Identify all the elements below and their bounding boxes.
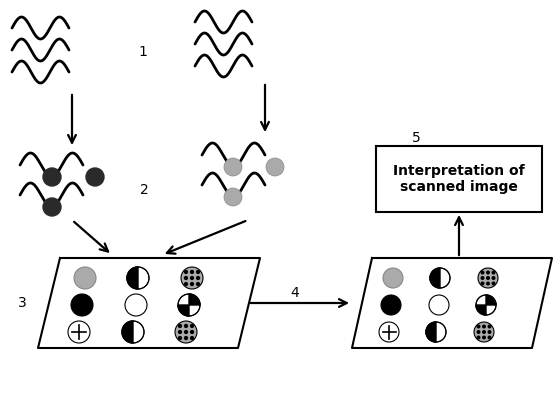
Circle shape	[190, 277, 193, 280]
Circle shape	[127, 267, 149, 289]
Text: 4: 4	[290, 286, 299, 300]
Circle shape	[483, 325, 485, 328]
Circle shape	[487, 282, 489, 285]
Text: 2: 2	[140, 183, 149, 197]
Text: 3: 3	[18, 296, 27, 310]
Circle shape	[86, 168, 104, 186]
Polygon shape	[426, 322, 436, 342]
Text: 5: 5	[412, 131, 421, 145]
Circle shape	[481, 271, 484, 274]
Circle shape	[426, 322, 446, 342]
Circle shape	[488, 336, 491, 339]
Circle shape	[224, 188, 242, 206]
Polygon shape	[189, 294, 200, 305]
Circle shape	[197, 277, 199, 280]
Circle shape	[179, 324, 182, 327]
Polygon shape	[486, 295, 496, 305]
Circle shape	[190, 282, 193, 285]
Polygon shape	[476, 305, 486, 315]
Circle shape	[488, 325, 491, 328]
Circle shape	[383, 268, 403, 288]
Circle shape	[381, 295, 401, 315]
Circle shape	[68, 321, 90, 343]
Circle shape	[481, 282, 484, 285]
Circle shape	[483, 331, 485, 333]
Circle shape	[478, 268, 498, 288]
Circle shape	[181, 267, 203, 289]
Polygon shape	[178, 305, 189, 316]
Circle shape	[184, 277, 187, 280]
Circle shape	[224, 158, 242, 176]
Circle shape	[184, 324, 187, 327]
Circle shape	[190, 330, 193, 333]
FancyBboxPatch shape	[376, 146, 542, 212]
Circle shape	[487, 271, 489, 274]
Circle shape	[197, 271, 199, 274]
Circle shape	[492, 277, 495, 279]
Circle shape	[43, 168, 61, 186]
Circle shape	[492, 271, 495, 274]
Circle shape	[476, 295, 496, 315]
Polygon shape	[127, 267, 138, 289]
Circle shape	[178, 294, 200, 316]
Circle shape	[175, 321, 197, 343]
Circle shape	[184, 282, 187, 285]
Polygon shape	[430, 268, 440, 288]
Circle shape	[179, 337, 182, 339]
Circle shape	[430, 268, 450, 288]
Circle shape	[179, 330, 182, 333]
Text: Interpretation of
scanned image: Interpretation of scanned image	[393, 164, 525, 194]
Circle shape	[190, 337, 193, 339]
Circle shape	[43, 198, 61, 216]
Circle shape	[488, 331, 491, 333]
Circle shape	[481, 277, 484, 279]
Circle shape	[125, 294, 147, 316]
Circle shape	[379, 322, 399, 342]
Circle shape	[184, 337, 187, 339]
Circle shape	[122, 321, 144, 343]
Circle shape	[477, 331, 480, 333]
Circle shape	[487, 277, 489, 279]
Circle shape	[197, 282, 199, 285]
Circle shape	[74, 267, 96, 289]
Circle shape	[474, 322, 494, 342]
Text: 1: 1	[138, 45, 147, 59]
Circle shape	[266, 158, 284, 176]
Circle shape	[492, 282, 495, 285]
Circle shape	[184, 330, 187, 333]
Circle shape	[190, 271, 193, 274]
Circle shape	[71, 294, 93, 316]
Circle shape	[190, 324, 193, 327]
Circle shape	[429, 295, 449, 315]
Circle shape	[483, 336, 485, 339]
Circle shape	[477, 336, 480, 339]
Circle shape	[184, 271, 187, 274]
Circle shape	[477, 325, 480, 328]
Polygon shape	[122, 321, 133, 343]
